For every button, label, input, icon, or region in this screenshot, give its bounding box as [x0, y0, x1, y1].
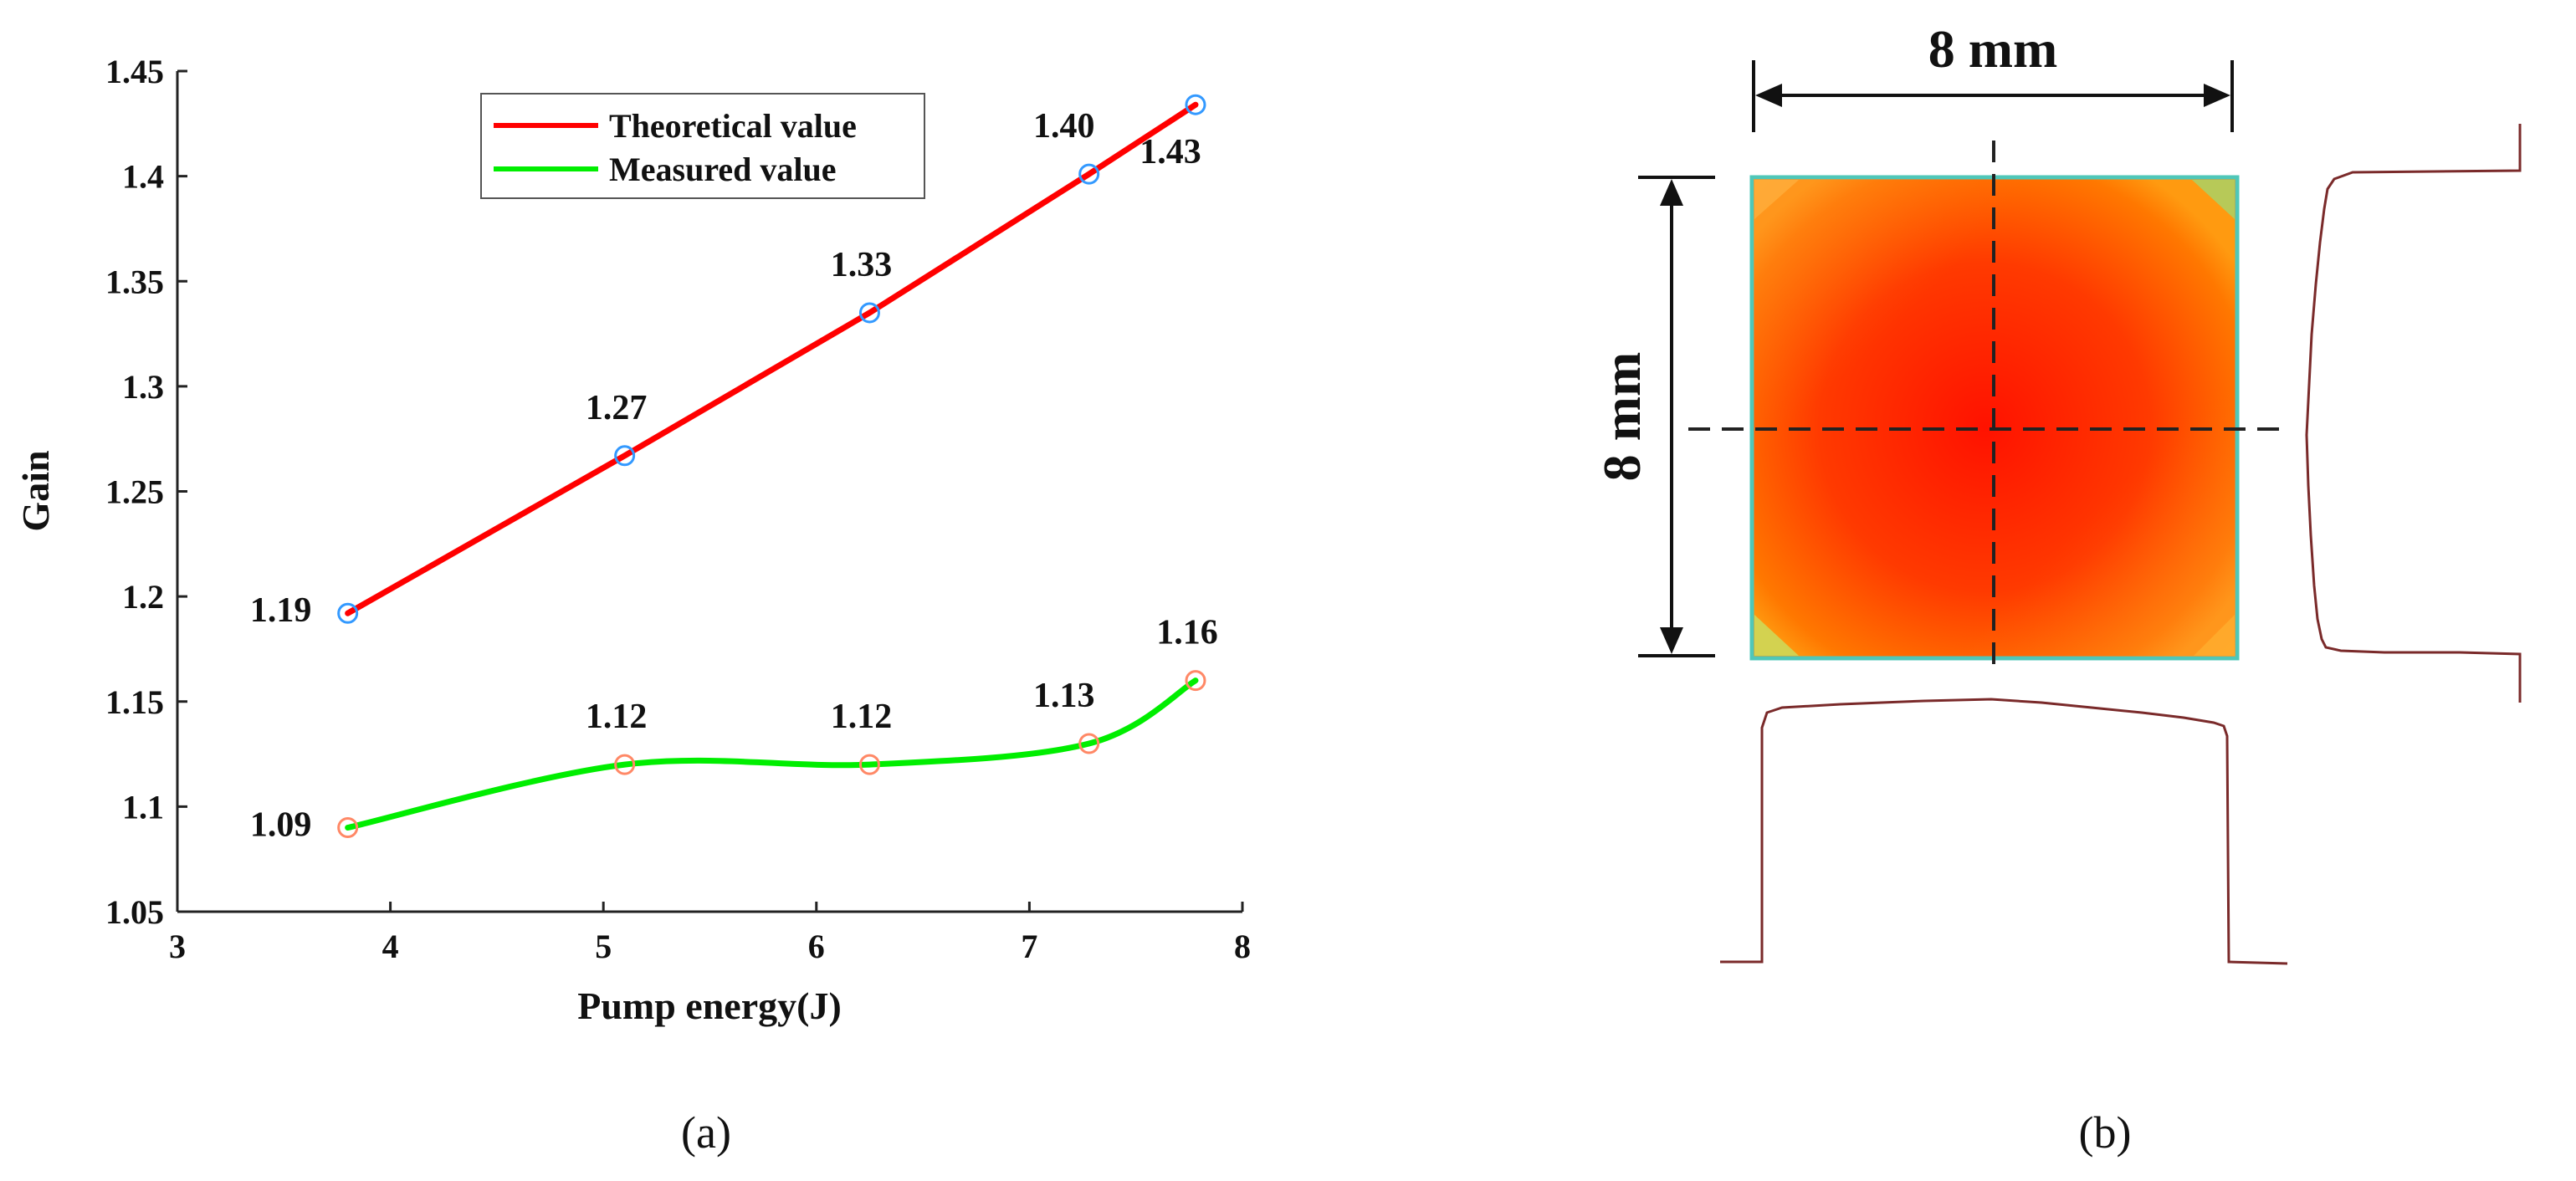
horizontal-intensity-profile [1720, 698, 2288, 965]
legend-label-theoretical: Theoretical value [609, 107, 857, 145]
y-tick-label: 1.1 [122, 788, 164, 826]
x-tick-label: 7 [1021, 928, 1037, 965]
x-tick-label: 8 [1234, 928, 1251, 965]
data-point-measured [1185, 670, 1206, 692]
data-label-measured: 1.13 [1033, 677, 1095, 715]
data-label-theoretical: 1.40 [1033, 107, 1095, 146]
beam-corner-br [2194, 615, 2235, 656]
data-labels: 1.19 1.27 1.33 1.40 1.43 1.09 1.12 1.12 1.13 1.16 [250, 107, 1218, 844]
beam-corner-tl [1754, 180, 1799, 219]
vertical-intensity-profile [2305, 124, 2522, 703]
beam-corner-bl [1754, 615, 1799, 656]
data-label-measured: 1.16 [1156, 614, 1218, 652]
legend: Theoretical value Measured value [480, 93, 925, 199]
y-tick-label: 1.45 [105, 53, 164, 90]
data-point-theoretical [614, 445, 636, 467]
data-point-measured [614, 754, 636, 775]
beam-profile-panel: 8 mm 8 mm [1592, 19, 2522, 965]
data-label-theoretical: 1.27 [586, 389, 648, 427]
data-point-theoretical [337, 602, 359, 624]
width-arrowhead-left [1755, 84, 1782, 107]
height-arrowhead-bottom [1660, 627, 1683, 654]
panel-a-label: (a) [681, 1107, 731, 1158]
x-axis-label: Pump energy(J) [577, 984, 842, 1027]
data-label-measured: 1.12 [831, 698, 893, 736]
y-ticks: 1.05 1.1 1.15 1.2 1.25 1.3 1.35 1.4 1.45 [105, 53, 187, 931]
panel-b-label: (b) [2079, 1107, 2132, 1158]
y-tick-label: 1.4 [122, 158, 164, 196]
data-point-measured [337, 817, 359, 838]
y-tick-label: 1.25 [105, 473, 164, 511]
data-label-theoretical: 1.19 [250, 591, 312, 630]
data-label-theoretical: 1.43 [1139, 133, 1201, 171]
series-curves [345, 101, 1199, 831]
data-point-theoretical [858, 302, 880, 324]
y-tick-label: 1.15 [105, 683, 164, 721]
height-arrowhead-top [1660, 179, 1683, 206]
series-line-measured [345, 677, 1199, 831]
data-point-theoretical [1185, 94, 1206, 115]
legend-label-measured: Measured value [609, 151, 836, 188]
data-point-theoretical [1078, 163, 1100, 185]
y-tick-label: 1.3 [122, 368, 164, 406]
y-tick-label: 1.05 [105, 893, 164, 931]
x-tick-label: 5 [595, 928, 612, 965]
x-tick-label: 3 [169, 928, 186, 965]
x-ticks: 3 4 5 6 7 8 [169, 902, 1251, 965]
x-tick-label: 4 [382, 928, 399, 965]
width-arrowhead-right [2204, 84, 2230, 107]
legend-box [480, 93, 925, 199]
height-label: 8 mm [1592, 352, 1652, 482]
plot-area [177, 71, 1242, 912]
series-markers [337, 94, 1206, 838]
data-point-measured [858, 754, 880, 775]
data-label-measured: 1.09 [250, 806, 312, 845]
series-line-theoretical [345, 101, 1199, 616]
data-point-measured [1078, 733, 1100, 754]
width-label: 8 mm [1928, 19, 2058, 79]
beam-corner-tr [2192, 180, 2235, 219]
data-label-theoretical: 1.33 [831, 246, 893, 284]
x-tick-label: 6 [808, 928, 825, 965]
y-tick-label: 1.35 [105, 263, 164, 300]
data-label-measured: 1.12 [586, 698, 648, 736]
y-tick-label: 1.2 [122, 578, 164, 616]
y-axis-label: Gain [14, 450, 57, 531]
